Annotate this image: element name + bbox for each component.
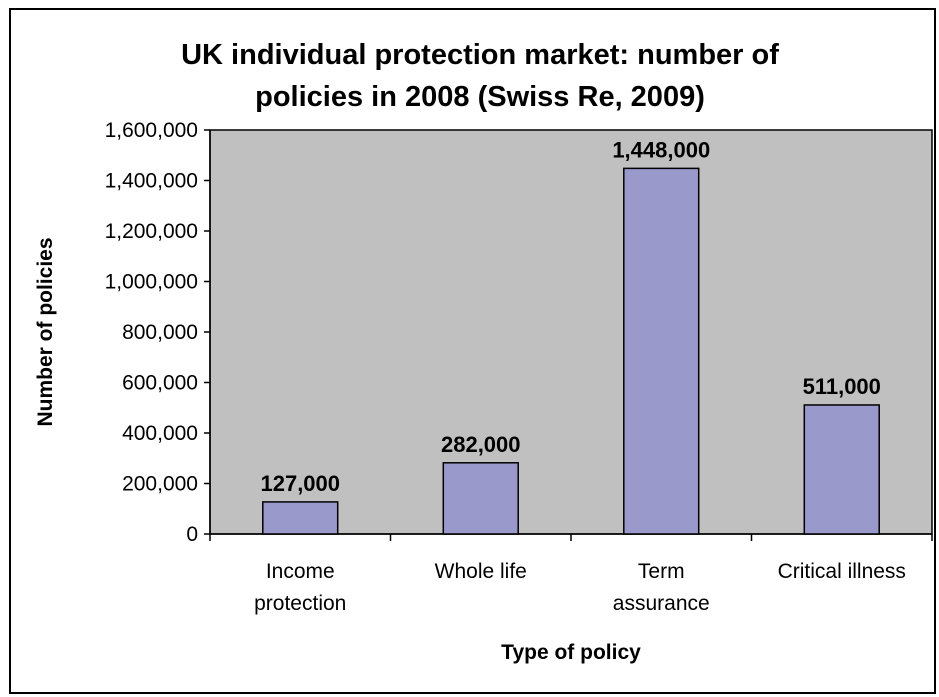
y-tick-label: 1,200,000 (105, 220, 198, 243)
category-label: protection (254, 592, 346, 615)
data-labels: 127,000 282,000 1,448,000 511,000 (260, 137, 880, 496)
bar (262, 501, 339, 535)
y-tick-label: 0 (186, 523, 198, 546)
category-label: Income (266, 560, 335, 583)
data-label: 511,000 (803, 374, 881, 399)
y-tick-label: 1,000,000 (105, 271, 198, 294)
x-axis-ticks (209, 534, 933, 541)
y-tick-label: 1,600,000 (105, 119, 198, 142)
bar-series (262, 167, 880, 535)
y-tick-label: 800,000 (122, 321, 198, 344)
y-tick-label: 1,400,000 (105, 170, 198, 193)
bar (623, 167, 700, 535)
y-tick-label: 400,000 (122, 422, 198, 445)
chart-title-line-1: UK individual protection market: number … (181, 39, 779, 71)
bar (803, 404, 880, 535)
data-label: 127,000 (260, 471, 340, 496)
bar (442, 462, 519, 535)
y-tick-label: 600,000 (122, 372, 198, 395)
data-label: 1,448,000 (612, 137, 710, 162)
category-label: Critical illness (778, 560, 906, 583)
y-axis-title: Number of policies (34, 237, 57, 426)
chart-title-line-2: policies in 2008 (Swiss Re, 2009) (255, 81, 705, 113)
x-axis-title: Type of policy (501, 641, 641, 664)
category-label: Whole life (435, 560, 527, 583)
y-axis-ticks: 0 200,000 400,000 600,000 800,000 1,000,000 1,… (105, 119, 210, 546)
y-tick-label: 200,000 (122, 473, 198, 496)
category-labels: Income protection Whole life Term assurance C… (254, 560, 906, 615)
category-label: Term (638, 560, 685, 583)
category-label: assurance (613, 592, 710, 615)
data-label: 282,000 (441, 432, 521, 457)
